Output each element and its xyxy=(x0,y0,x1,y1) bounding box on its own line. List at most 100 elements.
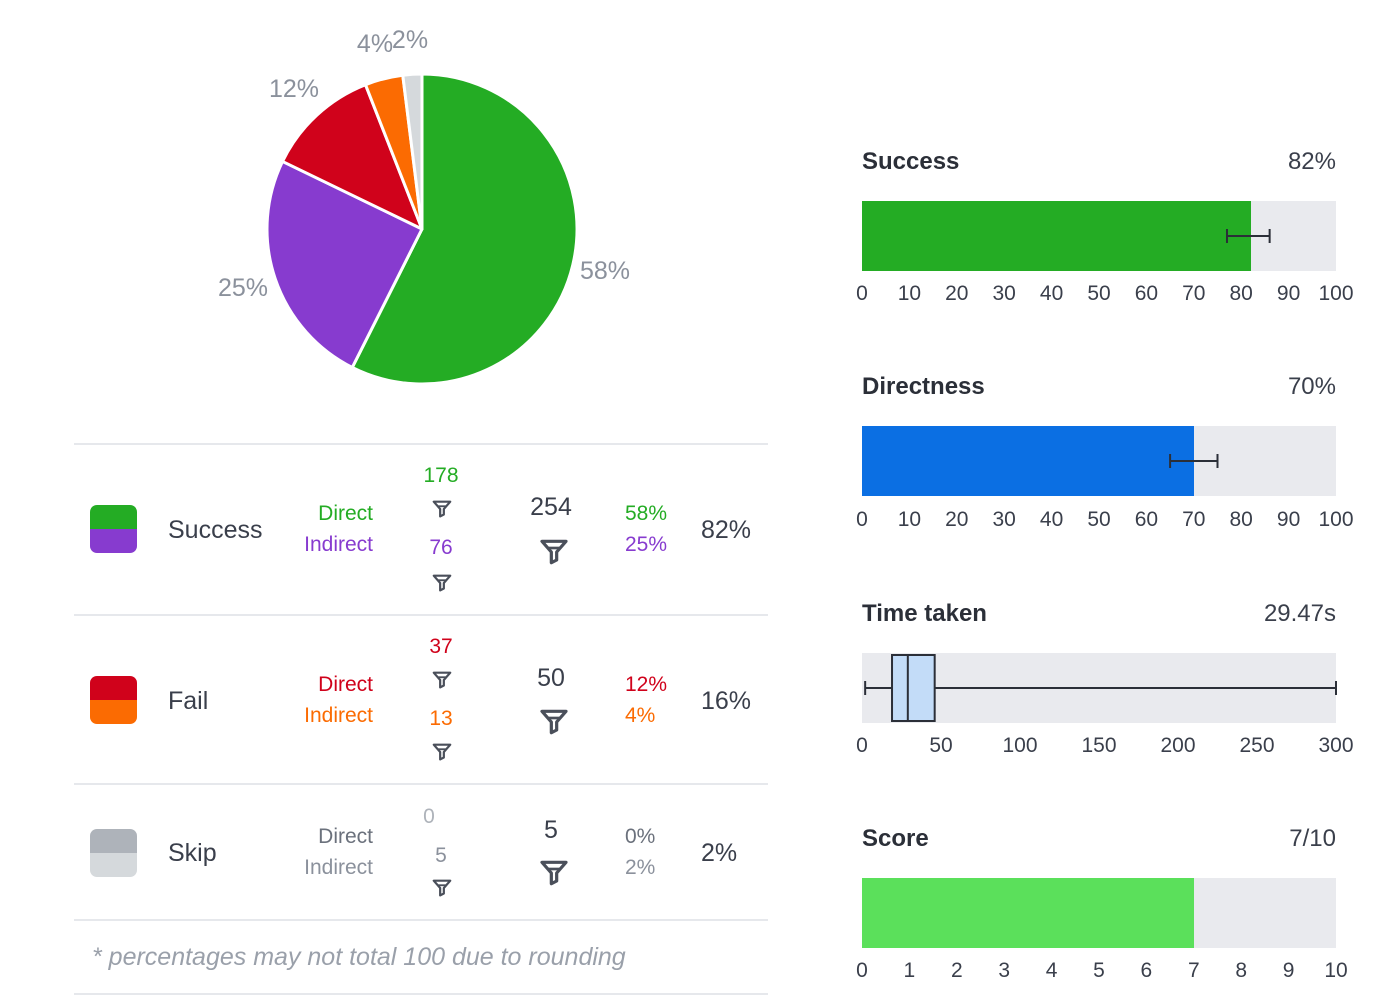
table-rule-top xyxy=(74,443,768,445)
filter-direct-icon[interactable] xyxy=(431,498,453,520)
success-indirect-swatch xyxy=(90,529,137,553)
pie-slice xyxy=(265,159,424,369)
metric-track xyxy=(862,653,1337,723)
metric-track xyxy=(862,878,1336,948)
filter-direct-icon[interactable] xyxy=(431,669,453,691)
axis-tick-label: 100 xyxy=(1002,734,1038,757)
metric-bar xyxy=(862,426,1194,496)
row-percent: 82% xyxy=(701,516,752,544)
indirect-label: Indirect xyxy=(304,704,373,727)
filter-indirect-icon[interactable] xyxy=(431,741,453,763)
axis-tick-label: 4 xyxy=(1045,959,1058,982)
indirect-percent: 2% xyxy=(625,856,656,879)
axis-tick-label: 40 xyxy=(1039,282,1064,305)
axis-ticks: 0 10 20 30 40 50 60 70 80 90 100 xyxy=(856,508,1353,538)
axis-tick-label: 90 xyxy=(1276,282,1301,305)
metric-score: Score 7/10 0 1 2 3 4 5 6 7 8 9 10 xyxy=(856,825,1348,985)
metric-time-taken: Time taken 29.47s 0 50 100 150 200 250 300 xyxy=(856,600,1353,760)
box-iqr xyxy=(891,654,936,722)
axis-tick-label: 50 xyxy=(929,734,953,757)
pie-slice-label: 25% xyxy=(218,274,268,302)
total-count: 254 xyxy=(530,493,572,521)
metric-title: Time taken xyxy=(862,600,987,627)
metric-title: Directness xyxy=(862,373,985,400)
axis-tick-label: 80 xyxy=(1229,508,1253,531)
axis-ticks: 0 10 20 30 40 50 60 70 80 90 100 xyxy=(856,282,1353,312)
pie-chart: 58% 25% 12% 4%2% xyxy=(218,26,630,386)
filter-total-icon[interactable] xyxy=(538,857,570,889)
metric-track xyxy=(862,201,1336,271)
direct-percent: 58% xyxy=(625,502,668,525)
table-row-fail: Fail Direct Indirect 37 13 50 12% 4% 16% xyxy=(74,616,768,783)
axis-tick-label: 6 xyxy=(1140,959,1153,982)
table-rule-3 xyxy=(74,919,768,921)
direct-count: 0 xyxy=(423,805,435,828)
filter-total-icon[interactable] xyxy=(538,706,570,738)
metric-value: 70% xyxy=(1287,373,1336,400)
category-label: Skip xyxy=(168,839,217,867)
metric-directness: Directness 70% 0 10 20 30 40 50 60 70 80 90 100 xyxy=(856,373,1353,533)
row-percent: 2% xyxy=(701,839,738,867)
axis-tick-label: 50 xyxy=(1087,508,1111,531)
metric-title: Success xyxy=(862,148,960,175)
axis-tick-label: 2 xyxy=(950,959,963,982)
axis-tick-label: 3 xyxy=(998,959,1011,982)
metric-success: Success 82% 0 10 20 30 40 50 60 70 80 90 100 xyxy=(856,148,1353,308)
row-percent: 16% xyxy=(701,687,752,715)
table-rule-2 xyxy=(74,783,768,785)
error-bar xyxy=(1169,454,1219,468)
axis-tick-label: 30 xyxy=(992,282,1016,305)
indirect-label: Indirect xyxy=(304,856,373,879)
axis-tick-label: 300 xyxy=(1318,734,1354,757)
axis-tick-label: 0 xyxy=(856,959,868,982)
pie-slice-label: 2% xyxy=(392,26,428,54)
axis-tick-label: 7 xyxy=(1187,959,1200,982)
axis-tick-label: 5 xyxy=(1093,959,1105,982)
axis-tick-label: 10 xyxy=(897,282,922,305)
indirect-count: 13 xyxy=(429,707,453,730)
axis-tick-label: 70 xyxy=(1182,508,1206,531)
pie-slice-label: 58% xyxy=(580,257,630,285)
axis-ticks: 0 1 2 3 4 5 6 7 8 9 10 xyxy=(856,959,1348,989)
pie-slice xyxy=(281,83,424,231)
total-count: 5 xyxy=(544,816,558,844)
axis-tick-label: 90 xyxy=(1276,508,1301,531)
axis-tick-label: 50 xyxy=(1087,282,1111,305)
pie-slice-label: 4% xyxy=(357,30,393,58)
axis-tick-label: 0 xyxy=(856,282,868,305)
filter-indirect-icon[interactable] xyxy=(431,572,453,594)
category-label: Success xyxy=(168,516,263,544)
metric-title: Score xyxy=(862,825,929,852)
metric-track xyxy=(862,426,1336,496)
skip-direct-swatch xyxy=(90,829,137,853)
table-rule-bottom xyxy=(74,993,768,995)
axis-tick-label: 100 xyxy=(1318,282,1354,305)
indirect-count: 76 xyxy=(429,536,453,559)
metric-value: 82% xyxy=(1287,148,1336,175)
filter-indirect-icon[interactable] xyxy=(431,877,453,899)
direct-label: Direct xyxy=(318,825,373,848)
axis-tick-label: 60 xyxy=(1134,508,1159,531)
axis-tick-label: 9 xyxy=(1282,959,1295,982)
indirect-count: 5 xyxy=(435,844,447,867)
fail-direct-swatch xyxy=(90,676,137,700)
metric-value: 7/10 xyxy=(1289,825,1336,852)
axis-tick-label: 60 xyxy=(1134,282,1159,305)
success-swatch xyxy=(90,505,137,553)
axis-tick-label: 1 xyxy=(903,959,916,982)
filter-total-icon[interactable] xyxy=(538,536,570,568)
axis-tick-label: 10 xyxy=(1324,959,1348,982)
direct-percent: 0% xyxy=(625,825,656,848)
axis-tick-label: 30 xyxy=(992,508,1016,531)
success-direct-swatch xyxy=(90,505,137,529)
direct-label: Direct xyxy=(318,673,373,696)
indirect-percent: 25% xyxy=(625,533,668,556)
pie-slice-label: 12% xyxy=(269,75,319,103)
table-row-success: Success Direct Indirect 178 76 254 58% 2… xyxy=(74,445,768,614)
axis-tick-label: 100 xyxy=(1318,508,1354,531)
axis-tick-label: 150 xyxy=(1081,734,1117,757)
axis-tick-label: 40 xyxy=(1039,508,1064,531)
table-rule-1 xyxy=(74,614,768,616)
axis-tick-label: 20 xyxy=(945,508,969,531)
axis-tick-label: 80 xyxy=(1229,282,1253,305)
